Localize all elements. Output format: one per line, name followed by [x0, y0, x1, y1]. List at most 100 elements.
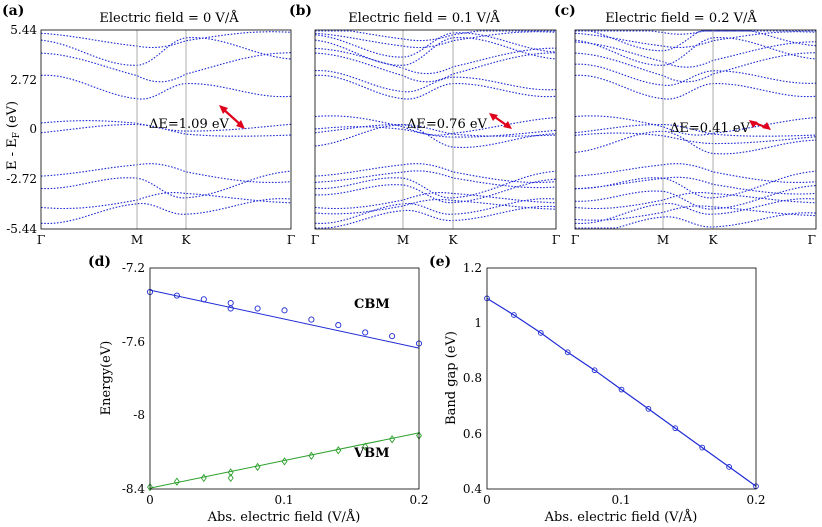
panel-label-d: (d) [88, 254, 111, 270]
band-line-18 [314, 198, 557, 215]
panel-e-point [537, 330, 544, 336]
panel-d-vbm-label: VBM [353, 446, 389, 461]
band-line-3 [40, 52, 292, 83]
panel-c-title: Electric field = 0.2 V/Å [605, 10, 757, 26]
band-line-5 [574, 52, 817, 83]
panel-a-title: Electric field = 0 V/Å [99, 10, 239, 26]
band-line-13 [574, 163, 817, 183]
panel-c-xtick-3: K [709, 233, 719, 247]
panel-d-point-vbm [200, 473, 207, 483]
band-line-10 [40, 198, 292, 225]
panel-b-xtick-2: M [397, 233, 409, 247]
panel-d-point-cbm [281, 307, 288, 314]
panel-b-xtick-1: Γ [311, 233, 319, 247]
panel-label-a: (a) [2, 3, 24, 19]
panel-e-xtick-2: 0.1 [611, 493, 630, 507]
panel-d-point-cbm [335, 322, 342, 329]
panel-d-cbm-label: CBM [354, 297, 390, 312]
panel-a-bands [40, 31, 292, 225]
panel-b-title: Electric field = 0.1 V/Å [348, 10, 500, 26]
band-line-5 [40, 31, 292, 49]
band-line-4 [575, 63, 817, 86]
panel-e-plot [484, 295, 759, 490]
panel-d-point-vbm [362, 442, 369, 451]
panel-e-ytick-1: 1.2 [463, 261, 482, 275]
panel-a-gap-label: ΔE=1.09 eV [149, 117, 230, 132]
panel-d-plot [146, 288, 423, 492]
panel-a-arrow-head-2 [236, 120, 245, 129]
panel-d: (d) -7.2 -7.6 -8 -8.4 0 0.1 0.2 Abs. ele… [88, 254, 429, 525]
panel-d-ytick-3: -8 [133, 408, 145, 422]
panel-d-point-vbm [308, 451, 315, 461]
panel-a-ytick-3: 0 [29, 122, 37, 136]
panel-a-arrow-head-1 [219, 105, 228, 114]
panel-d-point-cbm [173, 292, 180, 299]
panel-c-xtick-1: Γ [571, 233, 579, 247]
panel-a-ylabel-main: E - E [5, 138, 20, 170]
panel-d-point-cbm [308, 316, 315, 323]
panel-e-ylabel: Band gap (eV) [444, 331, 459, 425]
panel-e-point [726, 464, 732, 470]
panel-d-point-cbm [227, 305, 234, 312]
panel-a-ytick-2: 2.72 [10, 73, 37, 87]
band-line-19 [314, 198, 557, 225]
panel-a-ytick-1: 5.44 [10, 23, 37, 37]
panel-a-ytick-5: -5.44 [6, 222, 37, 236]
panel-e-point [645, 406, 652, 412]
panel-a-ylabel: E - EF (eV) [5, 101, 22, 170]
panel-e-ytick-3: 0.8 [463, 371, 482, 385]
band-line-12 [574, 130, 817, 155]
band-line-5 [314, 52, 557, 83]
panel-c-xtick-4: Γ [808, 233, 816, 247]
band-line-13 [314, 163, 557, 183]
band-line-4 [315, 70, 557, 93]
panel-a-xtick-3: K [182, 233, 192, 247]
band-line-10 [575, 30, 816, 35]
panel-d-point-vbm [389, 435, 396, 444]
panel-e-point [511, 312, 517, 318]
panel-e-series-line [486, 297, 757, 487]
panel-d-xlabel: Abs. electric field (V/Å) [207, 509, 361, 525]
band-line-10 [315, 30, 556, 42]
panel-b: (b) Electric field = 0.1 V/Å Γ M K Γ ΔE=… [289, 3, 560, 247]
panel-d-point-cbm [200, 296, 207, 303]
band-line-8 [575, 30, 817, 52]
panel-d-ylabel: Energy(eV) [99, 341, 114, 416]
panel-d-point-vbm [227, 473, 234, 483]
band-line-14 [574, 176, 817, 195]
panel-a-xtick-1: Γ [37, 233, 45, 247]
band-line-16 [314, 178, 557, 204]
panel-b-arrow-head-2 [503, 121, 512, 129]
panel-e-point [564, 349, 571, 356]
panel-e-ytick-4: 0.6 [463, 427, 482, 441]
panel-e-ytick-5: 0.4 [463, 482, 482, 496]
panel-d-point-cbm [362, 329, 369, 336]
panel-d-point-vbm [254, 462, 261, 472]
panel-e-point [699, 444, 706, 451]
panel-label-e: (e) [429, 254, 451, 270]
band-line-3 [314, 74, 557, 100]
band-line-2 [40, 74, 292, 100]
panel-e-frame [486, 267, 757, 490]
band-line-7 [574, 37, 817, 66]
band-line-6 [40, 123, 292, 137]
band-line-8 [40, 170, 292, 199]
band-line-8 [314, 32, 557, 58]
panel-e-point [672, 425, 679, 432]
band-line-20 [575, 212, 817, 229]
panel-b-xtick-4: Γ [552, 233, 560, 247]
panel-label-c: (c) [554, 3, 576, 19]
band-line-17 [314, 192, 557, 210]
panel-d-xtick-2: 0.1 [274, 493, 293, 507]
panel-a-xtick-2: M [131, 233, 143, 247]
panel-d-fit-line-cbm [149, 289, 420, 349]
panel-e-xlabel: Abs. electric field (V/Å) [544, 509, 698, 525]
panel-c-gap-label: ΔE=0.41 eV [670, 121, 751, 136]
band-line-7 [40, 163, 292, 183]
band-line-1 [40, 120, 292, 132]
band-line-20 [315, 205, 557, 229]
panel-d-point-cbm [254, 305, 261, 312]
panel-d-fit-line-vbm [149, 432, 420, 489]
panel-d-point-vbm [227, 468, 234, 477]
panel-d-point-vbm [281, 457, 288, 466]
